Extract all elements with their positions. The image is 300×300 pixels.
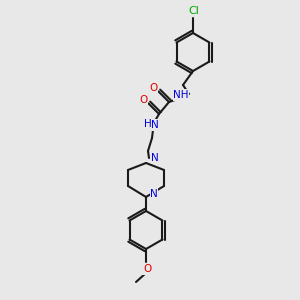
Text: NH: NH [173, 90, 189, 100]
Text: N: N [151, 153, 159, 163]
Text: H: H [144, 119, 152, 129]
Text: O: O [143, 264, 151, 274]
Text: N: N [151, 120, 159, 130]
Text: Cl: Cl [189, 6, 200, 16]
Text: N: N [150, 189, 158, 199]
Text: O: O [149, 83, 158, 93]
Text: O: O [139, 95, 148, 105]
